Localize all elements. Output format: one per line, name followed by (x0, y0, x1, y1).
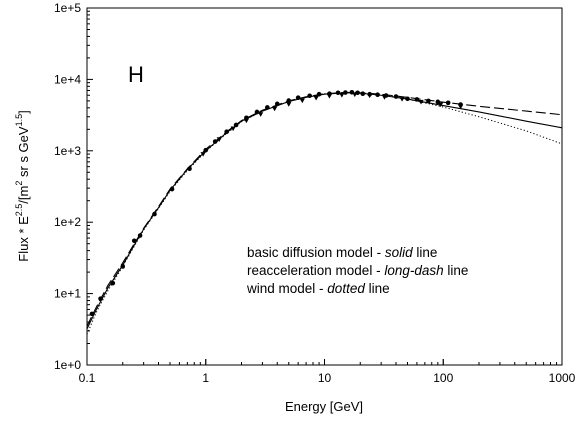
data-point-triangle (258, 112, 264, 117)
data-point-circle (137, 233, 143, 238)
data-point-circle (316, 91, 322, 97)
data-point-triangle (230, 126, 236, 132)
data-point-circle (295, 95, 301, 100)
series-solid-line (86, 92, 563, 330)
data-point-circle (98, 296, 103, 301)
y-tick-label: 1e+5 (54, 1, 81, 15)
data-point-circle (375, 92, 380, 98)
data-point-triangle (216, 137, 222, 142)
data-point-triangle (286, 102, 292, 107)
legend-entry-reacceleration: reacceleration model - long-dash line (247, 263, 468, 278)
data-point-circle (445, 100, 451, 106)
x-axis-label: Energy [GeV] (285, 399, 363, 414)
data-point-circle (343, 90, 348, 95)
y-axis-label: Flux * E2.5/[m2 sr s GeV1.5] (14, 110, 31, 261)
legend-entry-wind: wind model - dotted line (246, 281, 390, 296)
data-point-triangle (367, 93, 373, 99)
data-point-circle (169, 186, 175, 192)
x-tick-label: 0.1 (79, 371, 96, 385)
data-point-circle (274, 101, 280, 107)
legend: basic diffusion model - solid line reacc… (246, 245, 468, 296)
data-point-triangle (381, 95, 388, 100)
data-point-circle (89, 311, 95, 317)
data-point-triangle (352, 92, 358, 98)
data-point-triangle (438, 102, 444, 108)
data-points (89, 89, 464, 317)
axis-ticks (86, 7, 563, 366)
y-tick-label: 1e+3 (54, 144, 81, 158)
data-point-circle (265, 105, 270, 110)
data-point-circle (233, 122, 239, 128)
x-tick-label: 1000 (549, 371, 576, 385)
data-point-circle (224, 129, 229, 135)
data-point-circle (426, 98, 431, 104)
y-tick-label: 1e+2 (54, 215, 81, 229)
data-point-circle (203, 147, 209, 153)
model-curves (86, 91, 563, 335)
data-point-triangle (399, 97, 405, 102)
data-point-circle (360, 91, 366, 97)
data-point-triangle (299, 98, 305, 104)
data-point-triangle (243, 118, 250, 124)
data-point-triangle (326, 94, 333, 99)
data-point-circle (131, 238, 137, 244)
data-point-triangle (313, 95, 319, 101)
data-point-triangle (458, 104, 464, 110)
data-point-circle (187, 166, 192, 172)
y-tick-label: 1e+0 (54, 358, 81, 372)
data-point-circle (152, 211, 157, 217)
data-point-triangle (339, 92, 345, 98)
data-point-triangle (271, 106, 278, 112)
data-point-circle (393, 94, 399, 99)
data-point-circle (335, 90, 341, 96)
panel-label: H (128, 62, 144, 87)
data-point-triangle (200, 152, 206, 157)
data-point-circle (414, 97, 420, 102)
data-point-triangle (418, 99, 424, 105)
data-point-circle (254, 109, 260, 115)
x-tick-label: 1 (202, 371, 209, 385)
data-point-circle (286, 98, 292, 103)
data-point-circle (120, 264, 126, 269)
data-point-circle (405, 96, 410, 102)
tick-labels: 0.1 1 10 100 1000 1e+0 1e+1 1e+2 1e+3 1e+4 1e+5 (54, 1, 576, 385)
y-tick-label: 1e+1 (54, 287, 81, 301)
series-long-dash-line (86, 91, 563, 327)
data-point-circle (110, 280, 116, 286)
x-tick-label: 100 (433, 371, 453, 385)
plot-frame (86, 7, 563, 366)
data-point-circle (307, 93, 312, 99)
x-tick-label: 10 (318, 371, 332, 385)
y-tick-label: 1e+4 (54, 72, 81, 86)
data-point-circle (212, 139, 218, 144)
legend-entry-basic-diffusion: basic diffusion model - solid line (247, 245, 437, 260)
series-dotted-line (86, 91, 563, 335)
